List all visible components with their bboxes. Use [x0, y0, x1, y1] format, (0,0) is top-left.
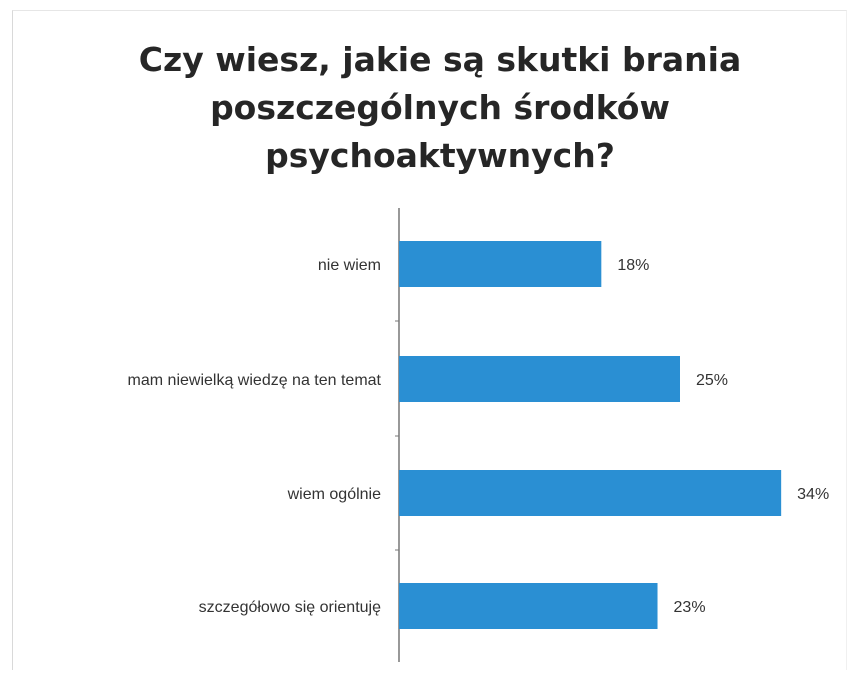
chart-title-line-3: psychoaktywnych? — [265, 136, 615, 175]
category-label: nie wiem — [318, 257, 381, 274]
bar-2 — [399, 356, 680, 402]
value-label: 34% — [797, 486, 829, 503]
category-label: mam niewielką wiedzę na ten temat — [128, 372, 382, 389]
chart-title-line-2: poszczególnych środków — [210, 88, 670, 127]
category-label: wiem ogólnie — [287, 486, 381, 503]
chart-frame — [12, 10, 847, 670]
bar-4 — [399, 583, 658, 629]
value-label: 18% — [617, 257, 649, 274]
category-label: szczegółowo się orientuję — [199, 599, 381, 616]
bar-1 — [399, 241, 602, 287]
chart-title: Czy wiesz, jakie są skutki brania poszcz… — [60, 36, 820, 180]
bar-3 — [399, 470, 782, 516]
chart-title-line-1: Czy wiesz, jakie są skutki brania — [138, 40, 742, 79]
value-label: 23% — [674, 599, 706, 616]
value-label: 25% — [696, 372, 728, 389]
